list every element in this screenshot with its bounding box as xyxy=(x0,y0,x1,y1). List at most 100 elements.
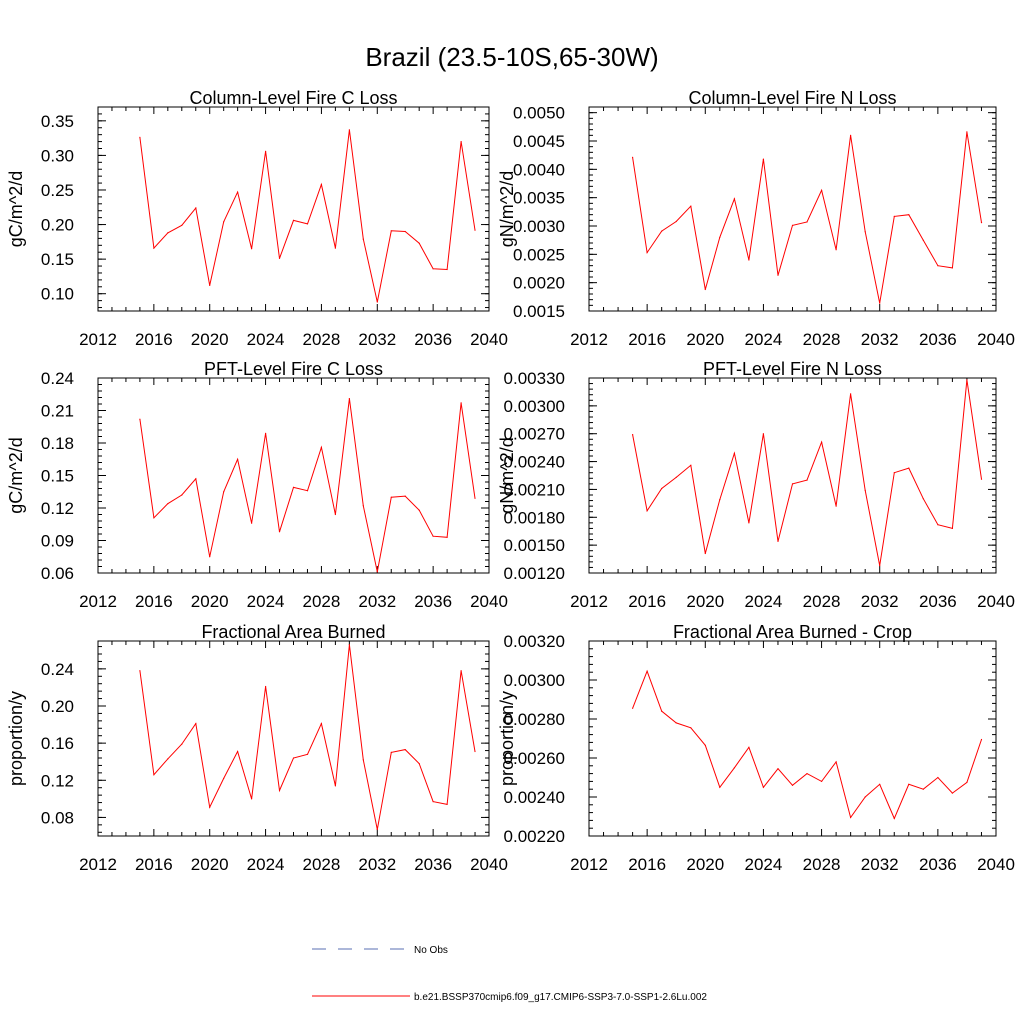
data-point xyxy=(675,476,677,478)
data-point xyxy=(376,301,378,303)
data-point xyxy=(646,670,648,672)
data-point xyxy=(139,136,141,138)
y-tick-label: 0.00240 xyxy=(504,453,565,472)
y-tick-label: 0.00180 xyxy=(504,508,565,527)
x-tick-label: 2012 xyxy=(570,855,608,874)
x-tick-label: 2036 xyxy=(919,592,957,611)
chart-panel-3: PFT-Level Fire C Loss gC/m^2/d 2012 2016 202… xyxy=(6,359,508,611)
x-tick-label: 2020 xyxy=(686,592,724,611)
data-point xyxy=(893,817,895,820)
data-point xyxy=(474,750,476,753)
x-tick-label: 2012 xyxy=(79,330,117,349)
x-tick-label: 2028 xyxy=(803,855,841,874)
y-tick-label: 0.12 xyxy=(41,771,74,790)
x-tick-label: 2036 xyxy=(919,855,957,874)
y-tick-label: 0.30 xyxy=(41,146,74,165)
x-tick-label: 2012 xyxy=(570,330,608,349)
data-point xyxy=(390,751,392,754)
data-point xyxy=(719,236,721,238)
y-tick-label: 0.21 xyxy=(41,402,74,421)
data-point xyxy=(966,781,968,784)
data-point xyxy=(278,531,281,533)
data-point xyxy=(835,761,837,763)
data-point xyxy=(474,497,476,499)
x-tick-label: 2012 xyxy=(79,592,117,611)
y-tick-label: 0.16 xyxy=(41,734,74,753)
chart-panel-2: Column-Level Fire N Loss gN/m^2/d 2012 2016… xyxy=(497,88,1015,349)
x-tick-label: 2024 xyxy=(247,592,285,611)
y-tick-label: 0.24 xyxy=(41,660,74,679)
data-point xyxy=(334,785,336,787)
chart-panel-6: Fractional Area Burned - Crop proportion/… xyxy=(497,622,1015,874)
data-point xyxy=(821,189,823,191)
data-point xyxy=(334,247,336,249)
data-point xyxy=(306,490,309,492)
data-point xyxy=(980,222,983,224)
panel-title: PFT-Level Fire C Loss xyxy=(204,359,383,379)
data-point xyxy=(879,565,881,567)
x-tick-label: 2024 xyxy=(247,855,285,874)
data-point xyxy=(966,131,968,133)
data-point xyxy=(661,710,663,712)
data-point xyxy=(908,783,910,785)
data-point xyxy=(850,134,852,136)
data-point xyxy=(306,223,309,225)
data-point xyxy=(362,505,364,507)
data-point xyxy=(632,434,634,436)
data-point xyxy=(404,230,406,233)
x-tick-label: 2040 xyxy=(470,592,508,611)
x-tick-label: 2032 xyxy=(861,592,899,611)
data-point xyxy=(646,510,648,512)
x-tick-label: 2020 xyxy=(191,592,229,611)
x-tick-label: 2016 xyxy=(135,855,173,874)
data-point xyxy=(835,505,837,507)
data-point xyxy=(675,722,677,724)
data-point xyxy=(719,786,721,788)
data-point xyxy=(951,527,954,530)
data-point xyxy=(292,757,295,759)
data-point xyxy=(762,433,765,435)
data-point xyxy=(390,230,392,232)
y-tick-label: 0.0015 xyxy=(513,302,565,321)
data-point xyxy=(334,513,336,516)
y-tick-label: 0.00260 xyxy=(504,749,565,768)
data-point xyxy=(209,284,211,286)
data-point xyxy=(661,487,663,490)
x-tick-label: 2032 xyxy=(358,330,396,349)
data-point xyxy=(460,670,462,672)
y-tick-label: 0.0025 xyxy=(513,245,565,264)
data-point xyxy=(139,418,141,420)
data-point xyxy=(390,496,392,498)
x-tick-label: 2032 xyxy=(861,855,899,874)
y-axis-label: gC/m^2/d xyxy=(6,171,26,247)
x-tick-label: 2040 xyxy=(470,330,508,349)
data-point xyxy=(864,796,866,798)
data-point xyxy=(320,723,322,725)
data-point xyxy=(181,494,183,496)
data-point xyxy=(209,556,211,558)
data-point xyxy=(460,402,462,404)
y-tick-label: 0.25 xyxy=(41,181,74,200)
data-point xyxy=(922,239,924,241)
data-point xyxy=(922,498,924,500)
data-point xyxy=(237,750,239,753)
y-tick-label: 0.0045 xyxy=(513,132,565,151)
data-point xyxy=(251,798,253,800)
data-point xyxy=(209,806,211,808)
y-tick-label: 0.00240 xyxy=(504,788,565,807)
x-tick-label: 2032 xyxy=(358,855,396,874)
x-tick-label: 2024 xyxy=(745,592,783,611)
panel-title: Fractional Area Burned xyxy=(201,622,385,642)
x-tick-label: 2020 xyxy=(191,855,229,874)
data-point xyxy=(153,517,155,519)
data-point xyxy=(376,828,378,831)
data-point xyxy=(835,249,837,251)
data-point xyxy=(646,252,648,254)
x-tick-label: 2028 xyxy=(303,330,341,349)
data-point xyxy=(223,491,225,493)
data-point xyxy=(153,247,155,249)
data-point xyxy=(704,288,706,291)
data-point xyxy=(951,267,954,269)
data-point xyxy=(181,224,183,226)
x-tick-label: 2016 xyxy=(628,592,666,611)
